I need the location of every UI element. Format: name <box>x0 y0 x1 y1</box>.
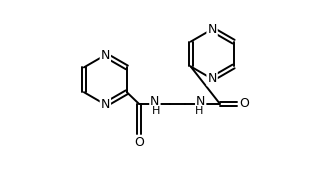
Text: O: O <box>134 136 144 149</box>
Text: O: O <box>239 97 249 110</box>
Text: N: N <box>101 98 110 111</box>
Text: H: H <box>195 106 203 116</box>
Text: N: N <box>207 72 217 85</box>
Text: N: N <box>101 49 110 61</box>
Text: H: H <box>152 106 161 116</box>
Text: N: N <box>150 95 160 108</box>
Text: N: N <box>196 95 205 108</box>
Text: N: N <box>207 23 217 36</box>
